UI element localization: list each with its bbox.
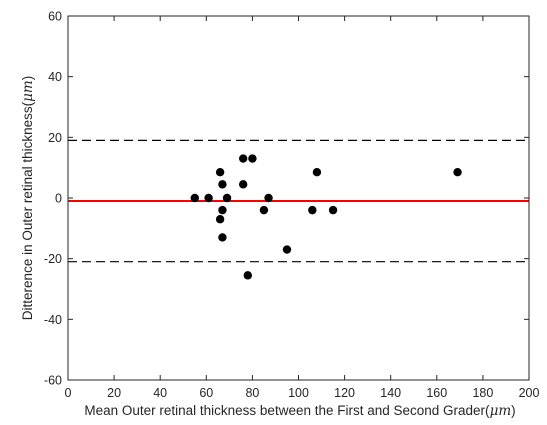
y-tick-label: 60: [48, 10, 62, 24]
data-point: [312, 168, 322, 177]
x-tick-label: 140: [380, 386, 401, 400]
data-point: [218, 180, 227, 189]
data-point: [243, 271, 252, 280]
y-tick-label: -60: [44, 374, 62, 388]
reference-lines: [68, 139, 529, 263]
y-tick-label: -20: [44, 252, 62, 266]
x-tick-label: 60: [199, 386, 213, 400]
data-point: [248, 154, 257, 163]
x-tick-label: 20: [107, 386, 121, 400]
data-point: [218, 233, 227, 242]
data-point: [222, 193, 232, 203]
data-point: [238, 154, 248, 163]
x-tick-label: 200: [519, 386, 540, 400]
data-point: [264, 193, 273, 203]
x-axis-ticks: 0 20 40 60 80 100 120 140 160 180 200: [65, 16, 540, 400]
data-points: [190, 154, 462, 280]
x-tick-label: 180: [472, 386, 493, 400]
y-axis-ticks: -60 -40 -20 0 20 40 60: [44, 10, 529, 388]
y-axis-label: Ditterence in Outer retinal thickness(μm…: [20, 76, 36, 320]
data-point: [215, 215, 225, 224]
x-tick-label: 40: [153, 386, 167, 400]
y-tick-label: 40: [48, 70, 62, 84]
data-point: [328, 205, 338, 215]
x-tick-label: 100: [288, 386, 309, 400]
x-tick-label: 120: [334, 386, 355, 400]
data-point: [282, 245, 292, 254]
data-point: [238, 180, 248, 189]
data-point: [215, 168, 225, 177]
x-axis-label: Mean Outer retinal thickness between the…: [84, 403, 515, 419]
y-tick-label: 20: [48, 131, 62, 145]
y-tick-label: 0: [55, 192, 62, 206]
data-point: [218, 205, 227, 215]
data-point: [453, 168, 462, 177]
x-tick-label: 80: [245, 386, 259, 400]
data-point: [259, 205, 269, 215]
plot-area: [68, 16, 529, 380]
y-tick-label: -40: [44, 313, 62, 327]
data-point: [308, 205, 317, 215]
data-point: [204, 193, 213, 203]
data-point: [190, 193, 199, 203]
x-tick-label: 0: [65, 386, 72, 400]
x-tick-label: 160: [426, 386, 447, 400]
